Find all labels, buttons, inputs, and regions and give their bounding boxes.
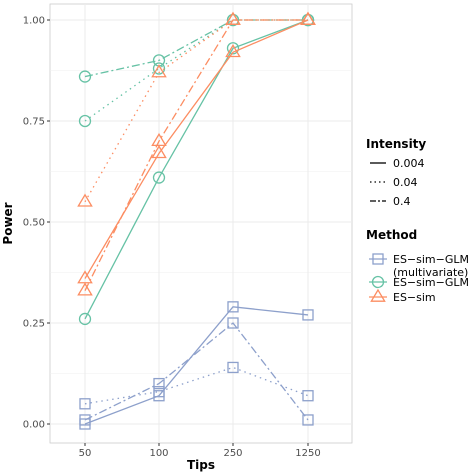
series-line xyxy=(84,19,309,320)
series-line xyxy=(84,19,308,291)
legend-method-marker xyxy=(372,253,384,265)
series-line xyxy=(84,366,309,405)
legend-intensity-label: 0.004 xyxy=(393,157,425,170)
series-7 xyxy=(79,361,314,410)
x-axis-title: Tips xyxy=(187,458,215,472)
data-point xyxy=(227,301,239,313)
data-point xyxy=(78,312,92,326)
data-point xyxy=(77,282,93,296)
legend-method-marker xyxy=(370,288,386,302)
series-line xyxy=(84,322,309,421)
legend: Intensity Method 0.004 0.04 0.4 ES−sim−GLM(… xyxy=(366,137,469,304)
legend-method-label: ES−sim xyxy=(393,291,436,304)
plot-background xyxy=(49,3,353,444)
axes: 0.00 0.25 0.50 0.75 1.00 50 100 250 1250 xyxy=(23,16,321,460)
series-line xyxy=(84,19,308,78)
data-point xyxy=(153,386,165,398)
series-line xyxy=(84,306,309,425)
x-tick-label: 1250 xyxy=(295,448,320,459)
legend-intensity-title: Intensity xyxy=(366,137,426,151)
x-tick-label: 50 xyxy=(79,448,92,459)
data-point xyxy=(79,414,91,426)
y-tick-label: 0.00 xyxy=(23,420,45,431)
data-point xyxy=(225,11,241,25)
legend-method-label: ES−sim−GLM xyxy=(393,276,469,289)
series-line xyxy=(84,19,308,122)
data-point xyxy=(152,171,166,184)
x-tick-label: 250 xyxy=(223,448,242,459)
data-point xyxy=(302,390,314,402)
data-point xyxy=(302,414,314,426)
data-point xyxy=(151,132,167,147)
data-point xyxy=(78,70,92,83)
data-point xyxy=(151,64,167,78)
data-point xyxy=(153,377,165,390)
series-layer xyxy=(77,11,316,430)
data-point xyxy=(152,62,166,75)
data-point xyxy=(300,11,316,25)
data-point xyxy=(227,317,239,329)
data-point xyxy=(78,114,92,128)
y-tick-label: 0.50 xyxy=(23,218,45,229)
data-point xyxy=(225,44,241,58)
data-point xyxy=(77,193,93,207)
data-point xyxy=(226,42,240,55)
data-point xyxy=(302,309,314,321)
x-tick-label: 100 xyxy=(149,448,168,459)
legend-intensity-label: 0.04 xyxy=(393,176,418,189)
legend-method-marker xyxy=(371,275,385,289)
y-tick-label: 0.25 xyxy=(23,319,45,330)
data-point xyxy=(226,13,240,27)
data-point xyxy=(151,145,167,159)
series-5 xyxy=(77,11,316,296)
legend-method-title: Method xyxy=(366,228,417,242)
y-tick-label: 0.75 xyxy=(23,117,45,128)
y-axis-title: Power xyxy=(1,202,15,244)
series-8 xyxy=(79,317,314,426)
legend-method-label: ES−sim−GLM xyxy=(393,253,469,266)
y-tick-label: 1.00 xyxy=(23,16,45,27)
data-point xyxy=(79,398,91,410)
legend-method-label: (multivariate) xyxy=(393,266,468,279)
legend-intensity-label: 0.4 xyxy=(393,195,411,208)
plot-panel xyxy=(49,3,353,444)
data-point xyxy=(227,361,239,374)
